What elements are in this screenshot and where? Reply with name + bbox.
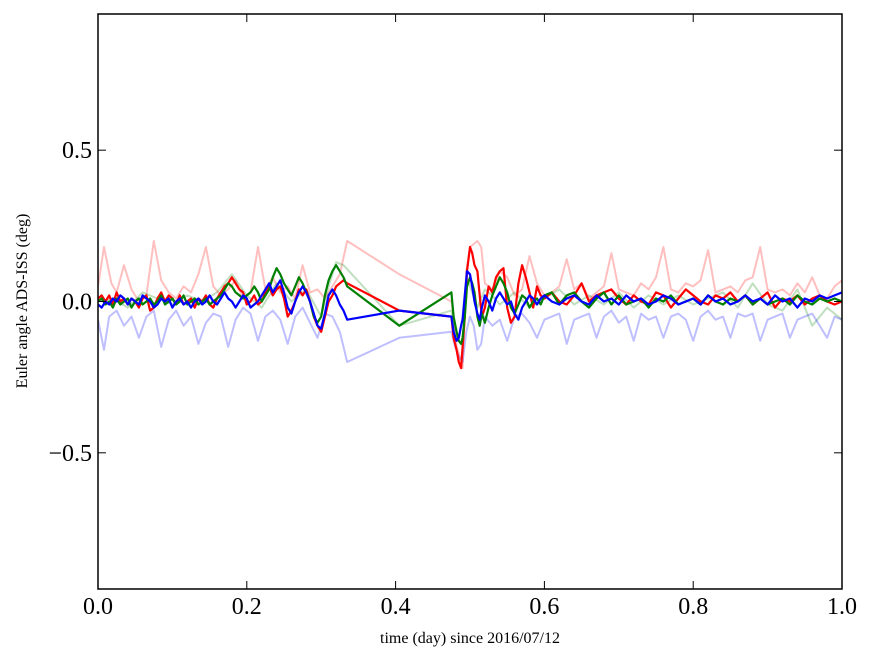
x-tick-label: 1.0 — [827, 594, 857, 620]
series-line-2 — [98, 306, 842, 363]
y-tick-label: 0.5 — [62, 138, 92, 164]
y-tick-label: 0.0 — [62, 290, 92, 316]
x-tick-label: 0.6 — [529, 594, 559, 620]
y-axis-label: Euler angle ADS-ISS (deg) — [14, 214, 31, 389]
series-line-4 — [98, 264, 842, 345]
x-tick-label: 0.2 — [232, 594, 262, 620]
tick-layer — [97, 14, 843, 589]
tick-label-layer: 0.0 0.2 0.4 0.6 0.8 1.0 0.5 0.0 −0.5 — [48, 138, 857, 620]
series-line-5 — [98, 270, 842, 342]
x-tick-label: 0.4 — [381, 594, 411, 620]
y-tick-label: −0.5 — [48, 441, 92, 467]
x-axis-label: time (day) since 2016/07/12 — [380, 630, 560, 647]
series-layer — [98, 240, 842, 370]
x-tick-label: 0.0 — [83, 594, 113, 620]
x-tick-label: 0.8 — [678, 594, 708, 620]
